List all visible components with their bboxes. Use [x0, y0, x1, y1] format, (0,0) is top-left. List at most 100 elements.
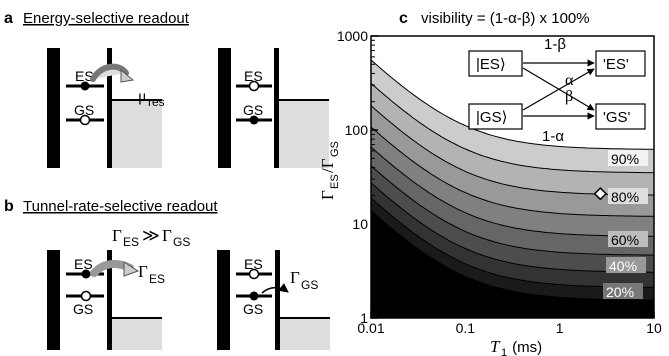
state-gs-box — [468, 103, 523, 130]
contour-label: 20% — [606, 284, 634, 300]
outcome-es-box — [595, 50, 646, 77]
es-label: ES — [74, 256, 93, 272]
panel-a-diagram-left: ES GS μ res — [47, 48, 165, 168]
mu-symbol: μ — [138, 88, 147, 105]
y-axis-label: Γ ES /Γ GS — [318, 141, 341, 200]
state-es-box — [468, 50, 523, 77]
panel-b-title: Tunnel-rate-selective readout — [23, 198, 218, 215]
x-tick-label: 0.1 — [456, 320, 476, 336]
tunnel-barrier — [107, 48, 112, 168]
es-label: ES — [244, 256, 263, 272]
es-label: ES — [244, 68, 263, 84]
contour-line — [371, 82, 654, 174]
gamma-subscript: ES — [123, 235, 139, 249]
reservoir-filled — [279, 100, 329, 168]
mu-subscript: res — [148, 95, 165, 109]
reservoir-filled — [112, 318, 162, 350]
x-axis: 0.01 0.1 1 10 — [357, 311, 662, 336]
electron-filled — [80, 81, 90, 91]
gamma-subscript: ES — [149, 272, 165, 286]
tunnel-arrow-head — [123, 261, 140, 277]
panel-a-title: Energy-selective readout — [23, 10, 190, 27]
tunnel-barrier — [275, 250, 280, 350]
electron-empty — [248, 80, 260, 92]
contour-plot — [371, 36, 654, 318]
gamma-symbol: Γ — [162, 226, 172, 245]
y-axis: 1 10 100 1000 — [337, 28, 378, 326]
x-axis-label-sub: 1 — [501, 347, 507, 356]
electron-empty — [248, 268, 260, 280]
contour-label: 60% — [611, 232, 639, 248]
y-axis-label-symbol: Γ — [318, 190, 337, 200]
contour-line — [371, 105, 654, 196]
y-axis-label-sub: ES — [329, 174, 341, 189]
label-background — [608, 231, 648, 247]
contour-line — [371, 210, 654, 301]
contour-label: 40% — [609, 258, 637, 274]
tunnel-arrow — [261, 282, 289, 294]
gs-label: GS — [73, 301, 93, 317]
gamma-symbol: Γ — [138, 262, 148, 281]
gamma-symbol: Γ — [112, 226, 122, 245]
gamma-symbol: Γ — [290, 268, 300, 287]
probability-label: 1-α — [542, 128, 564, 145]
contour-label: 80% — [611, 189, 639, 205]
y-tick-label: 1000 — [337, 28, 368, 44]
gs-label: GS — [243, 102, 263, 118]
y-tick-label: 100 — [345, 122, 369, 138]
panel-b-diagram-right: ES GS Γ GS — [217, 250, 330, 350]
label-background — [603, 283, 643, 299]
reservoir-barrier-left — [217, 250, 230, 350]
label-background — [606, 257, 646, 273]
reservoir-filled — [280, 318, 330, 350]
outcome-es-label: 'ES' — [603, 56, 629, 73]
reservoir-barrier-left — [218, 48, 231, 168]
contour-bands — [371, 59, 654, 318]
state-gs-label: |GS⟩ — [476, 109, 507, 126]
panel-b-diagram-left: ES GS Γ ES — [47, 250, 165, 350]
reservoir-barrier-left — [47, 250, 60, 350]
x-tick-label: 10 — [646, 320, 662, 336]
diamond-marker — [593, 186, 608, 201]
contour-line — [371, 126, 654, 217]
electron-filled — [249, 115, 259, 125]
x-axis-label-unit: (ms) — [508, 339, 542, 356]
x-tick-label: 1 — [556, 320, 564, 336]
electron-empty — [79, 114, 91, 126]
panel-b-condition: Γ ES ≫ Γ GS — [112, 226, 190, 249]
contour-band — [371, 210, 654, 318]
panel-c-letter: c — [399, 10, 408, 27]
y-tick-label: 10 — [352, 216, 368, 232]
panel-b-letter: b — [4, 198, 14, 215]
arrow-gs-to-es — [522, 68, 595, 111]
contour-label: 90% — [611, 151, 639, 167]
tunnel-arrow-head — [120, 68, 135, 83]
y-axis-label-mid: /Γ — [318, 158, 337, 173]
tunnel-arrow — [90, 63, 129, 82]
tunnel-barrier — [274, 48, 279, 168]
contour-line — [371, 146, 654, 237]
y-axis-label-sub: GS — [329, 141, 341, 157]
much-greater-symbol: ≫ — [142, 226, 160, 245]
chart-title: visibility = (1-α-β) x 100% — [421, 10, 590, 27]
plot-frame — [370, 35, 655, 319]
gamma-subscript: GS — [173, 235, 190, 249]
x-axis-label-symbol: T — [490, 337, 501, 356]
state-es-label: |ES⟩ — [476, 56, 506, 73]
gs-label: GS — [243, 301, 263, 317]
x-tick-label: 0.01 — [357, 320, 384, 336]
panel-b: b Tunnel-rate-selective readout Γ ES ≫ Γ… — [4, 198, 330, 350]
tunnel-barrier — [107, 250, 112, 350]
gamma-subscript: GS — [301, 278, 318, 292]
panel-a-letter: a — [4, 10, 13, 27]
probability-label: 1-β — [544, 36, 566, 53]
probability-label: β — [565, 88, 573, 105]
reservoir-barrier-left — [47, 48, 60, 168]
gs-label: GS — [74, 102, 94, 118]
y-tick-label: 1 — [360, 310, 368, 326]
electron-filled — [81, 269, 91, 279]
electron-filled — [249, 291, 259, 301]
panel-a: a Energy-selective readout ES GS μ res — [4, 10, 329, 168]
outcome-gs-box — [595, 103, 646, 130]
